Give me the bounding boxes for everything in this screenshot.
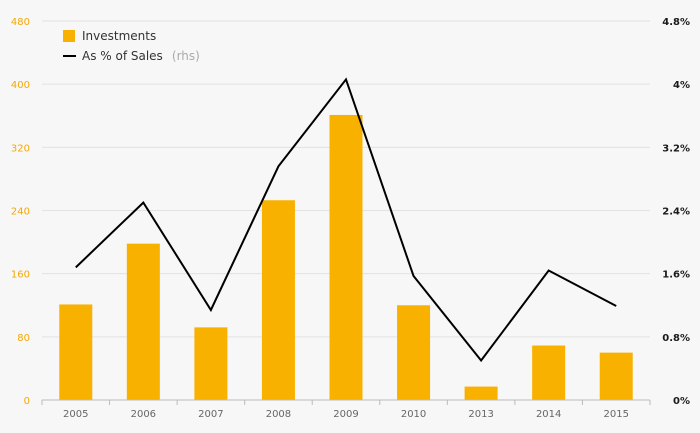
bar [329, 114, 363, 400]
y-tick-label-left: 400 [11, 80, 30, 91]
x-tick-label: 2005 [63, 409, 88, 420]
bar [59, 304, 93, 400]
bar [126, 243, 160, 400]
y-tick-label-left: 80 [17, 333, 30, 344]
y-tick-label-left: 240 [11, 207, 30, 218]
bar [261, 200, 295, 400]
x-tick-label: 2014 [536, 409, 561, 420]
axes: 0 0% 80 0.8% 160 1.6% 240 2.4% 320 3.2% 400 4% 480 4.… [11, 17, 690, 420]
bar [532, 345, 566, 400]
y-tick-label-right: 4.8% [662, 17, 690, 28]
legend-label-investments: Investments [82, 29, 156, 43]
x-tick-label: 2015 [603, 409, 628, 420]
bar [464, 386, 498, 400]
x-tick-label: 2010 [401, 409, 426, 420]
y-tick-label-left: 320 [11, 143, 30, 154]
y-tick-label-left: 160 [11, 270, 30, 281]
bar-series [59, 114, 633, 400]
x-tick-label: 2006 [131, 409, 156, 420]
y-tick-label-left: 480 [11, 17, 30, 28]
legend-label-sales-pct: As % of Sales (rhs) [82, 45, 200, 64]
x-tick-label: 2008 [266, 409, 291, 420]
bar [397, 305, 431, 400]
y-tick-label-right: 3.2% [662, 143, 690, 154]
y-tick-label-right: 0% [673, 396, 690, 407]
y-tick-label-right: 2.4% [662, 207, 690, 218]
y-tick-label-right: 1.6% [662, 270, 690, 281]
bar [599, 352, 633, 400]
x-tick-label: 2009 [333, 409, 358, 420]
line-series [75, 77, 617, 363]
y-tick-label-right: 4% [673, 80, 690, 91]
bar [194, 327, 228, 400]
legend: Investments As % of Sales (rhs) [63, 29, 200, 64]
x-tick-label: 2007 [198, 409, 223, 420]
y-tick-label-left: 0 [24, 396, 30, 407]
legend-swatch-investments [63, 30, 75, 42]
y-tick-label-right: 0.8% [662, 333, 690, 344]
x-tick-label: 2013 [468, 409, 493, 420]
